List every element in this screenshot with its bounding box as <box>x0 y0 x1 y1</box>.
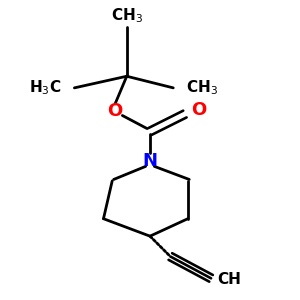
Text: O: O <box>107 102 123 120</box>
Text: CH: CH <box>217 272 241 287</box>
Text: CH$_3$: CH$_3$ <box>186 79 218 97</box>
Text: CH$_3$: CH$_3$ <box>111 7 143 26</box>
Text: H$_3$C: H$_3$C <box>29 79 61 97</box>
Text: O: O <box>191 101 206 119</box>
Text: N: N <box>142 152 158 169</box>
